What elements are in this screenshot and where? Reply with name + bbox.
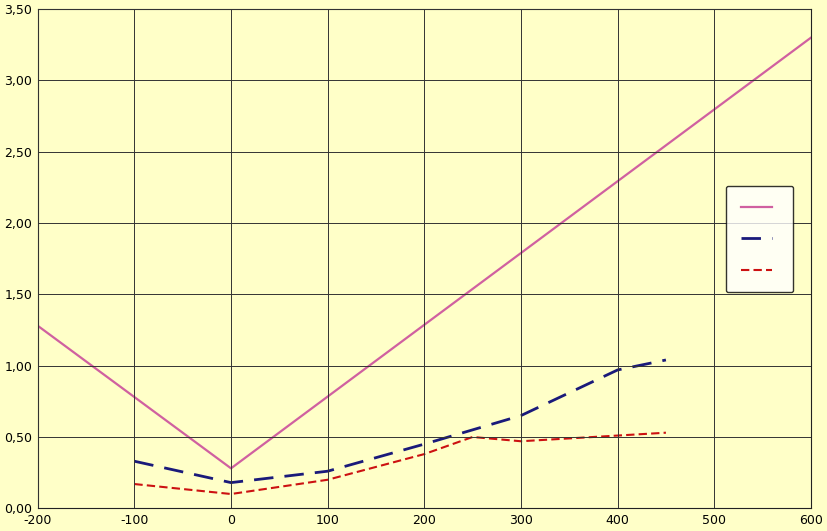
Legend: , , : , , <box>725 186 793 293</box>
